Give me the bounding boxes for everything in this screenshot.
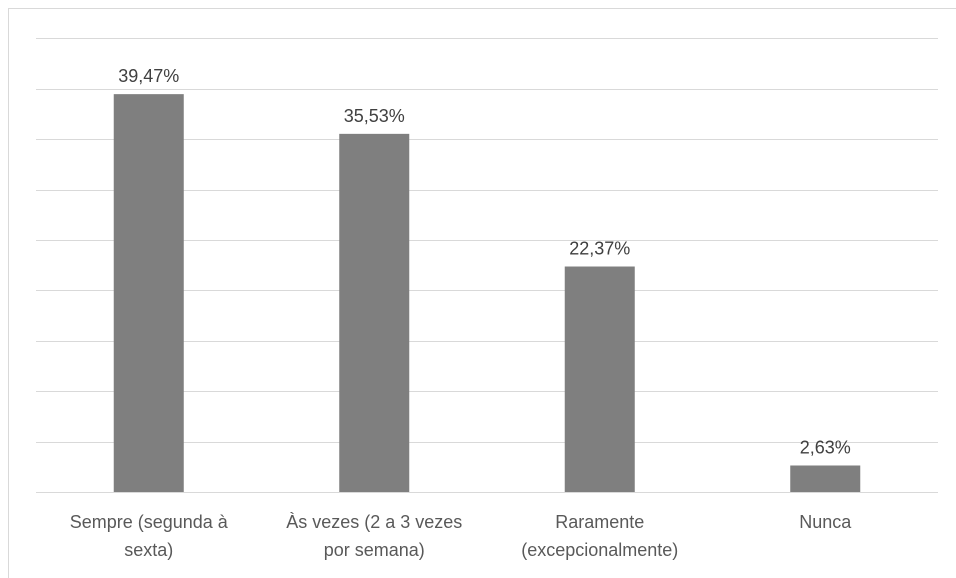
data-label-4: 2,63% bbox=[800, 437, 851, 457]
x-tick-label-line: por semana) bbox=[324, 540, 425, 560]
bar-1 bbox=[113, 94, 184, 493]
bar-2 bbox=[339, 133, 410, 492]
x-tick-label-line: (excepcionalmente) bbox=[521, 540, 678, 560]
x-tick-label-line: Nunca bbox=[799, 512, 852, 532]
x-axis-tick-labels: Sempre (segunda à sexta) Às vezes (2 a 3 v… bbox=[70, 512, 853, 560]
x-tick-label-1: Sempre (segunda à sexta) bbox=[70, 512, 229, 560]
bar-4 bbox=[790, 465, 861, 492]
data-labels: 39,47% 35,53% 22,37% 2,63% bbox=[118, 66, 851, 457]
data-label-1: 39,47% bbox=[118, 66, 179, 86]
x-tick-label-line: sexta) bbox=[124, 540, 173, 560]
data-label-3: 22,37% bbox=[569, 239, 630, 259]
x-tick-label-line: Às vezes (2 a 3 vezes bbox=[286, 512, 462, 532]
x-tick-label-3: Raramente (excepcionalmente) bbox=[521, 512, 678, 560]
bar-3 bbox=[564, 266, 635, 492]
data-label-2: 35,53% bbox=[344, 106, 405, 126]
chart-frame bbox=[8, 8, 956, 578]
x-tick-label-line: Sempre (segunda à bbox=[70, 512, 229, 532]
x-tick-label-4: Nunca bbox=[799, 512, 852, 532]
x-tick-label-2: Às vezes (2 a 3 vezes por semana) bbox=[286, 512, 462, 560]
x-tick-label-line: Raramente bbox=[555, 512, 644, 532]
gridlines bbox=[36, 38, 938, 493]
bars bbox=[113, 94, 861, 493]
